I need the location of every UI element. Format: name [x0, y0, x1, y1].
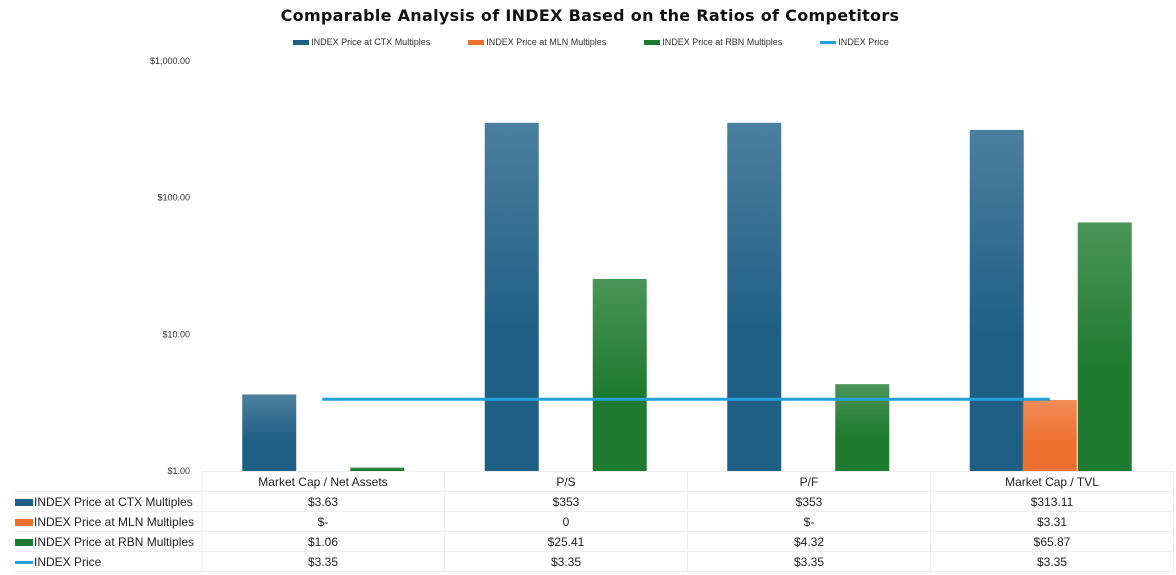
y-tick-label: $1,000.00	[150, 56, 190, 66]
legend-label: INDEX Price at RBN Multiples	[662, 37, 783, 47]
bar-index-price-at-rbn-multiples	[350, 467, 405, 471]
series-swatch	[15, 498, 33, 506]
table-corner	[15, 472, 202, 492]
bar-index-price-at-ctx-multiples	[242, 394, 297, 471]
table-cell: $65.87	[930, 531, 1174, 552]
table-cell: $353	[687, 491, 931, 512]
series-label: INDEX Price at MLN Multiples	[15, 511, 202, 532]
legend: INDEX Price at CTX Multiples INDEX Price …	[0, 37, 1176, 47]
table-row: INDEX Price at CTX Multiples $3.63 $353 $35…	[15, 491, 1174, 512]
table-cell: $-	[687, 511, 931, 532]
legend-swatch	[820, 40, 837, 44]
bar-index-price-at-rbn-multiples	[592, 278, 647, 471]
bar-index-price-at-mln-multiples	[1022, 399, 1077, 471]
legend-label: INDEX Price at MLN Multiples	[486, 37, 607, 47]
y-tick-label: $10.00	[162, 329, 190, 339]
bar-index-price-at-rbn-multiples	[1077, 222, 1132, 471]
table-cell: $3.35	[930, 551, 1174, 572]
series-swatch	[15, 518, 33, 526]
y-tick-label: $100.00	[157, 193, 190, 203]
series-label: INDEX Price at CTX Multiples	[15, 491, 202, 512]
table-cell: $1.06	[201, 531, 445, 552]
category-header: P/F	[687, 471, 931, 492]
category-header: Market Cap / Net Assets	[201, 471, 445, 492]
table-cell: 0	[444, 511, 688, 532]
table-cell: $25.41	[444, 531, 688, 552]
series-label: INDEX Price	[15, 551, 202, 572]
legend-item: INDEX Price	[820, 37, 889, 47]
bar-index-price-at-ctx-multiples	[484, 122, 539, 471]
chart-title: Comparable Analysis of INDEX Based on th…	[280, 6, 900, 25]
series-swatch	[15, 560, 33, 564]
category-header: P/S	[444, 471, 688, 492]
table-cell: $313.11	[930, 491, 1174, 512]
table-cell: $-	[201, 511, 445, 532]
legend-label: INDEX Price	[838, 37, 889, 47]
legend-item: INDEX Price at CTX Multiples	[293, 37, 430, 47]
series-label: INDEX Price at RBN Multiples	[15, 531, 202, 552]
legend-item: INDEX Price at RBN Multiples	[644, 37, 782, 47]
legend-swatch	[468, 39, 485, 45]
table-cell: $3.63	[201, 491, 445, 512]
bar-index-price-at-ctx-multiples	[969, 129, 1024, 471]
category-header: Market Cap / TVL	[930, 471, 1174, 492]
table-row: INDEX Price $3.35 $3.35 $3.35 $3.35	[15, 551, 1174, 572]
table-cell: $3.35	[444, 551, 688, 572]
table-cell: $3.35	[201, 551, 445, 572]
series-swatch	[15, 538, 33, 546]
table-cell: $4.32	[687, 531, 931, 552]
legend-swatch	[644, 39, 661, 45]
table-cell: $3.35	[687, 551, 931, 572]
y-tick-label: $1.00	[167, 466, 190, 476]
table-row: INDEX Price at MLN Multiples $- 0 $- $3.31	[15, 511, 1174, 532]
table-cell: $353	[444, 491, 688, 512]
bar-index-price-at-ctx-multiples	[727, 122, 782, 471]
table-cell: $3.31	[930, 511, 1174, 532]
legend-item: INDEX Price at MLN Multiples	[468, 37, 606, 47]
bar-index-price-at-rbn-multiples	[835, 384, 890, 471]
data-table: Market Cap / Net Assets P/S P/F Market Cap …	[15, 471, 1174, 572]
table-row: INDEX Price at RBN Multiples $1.06 $25.41 $…	[15, 531, 1174, 552]
legend-label: INDEX Price at CTX Multiples	[311, 37, 431, 47]
legend-swatch	[293, 39, 310, 45]
